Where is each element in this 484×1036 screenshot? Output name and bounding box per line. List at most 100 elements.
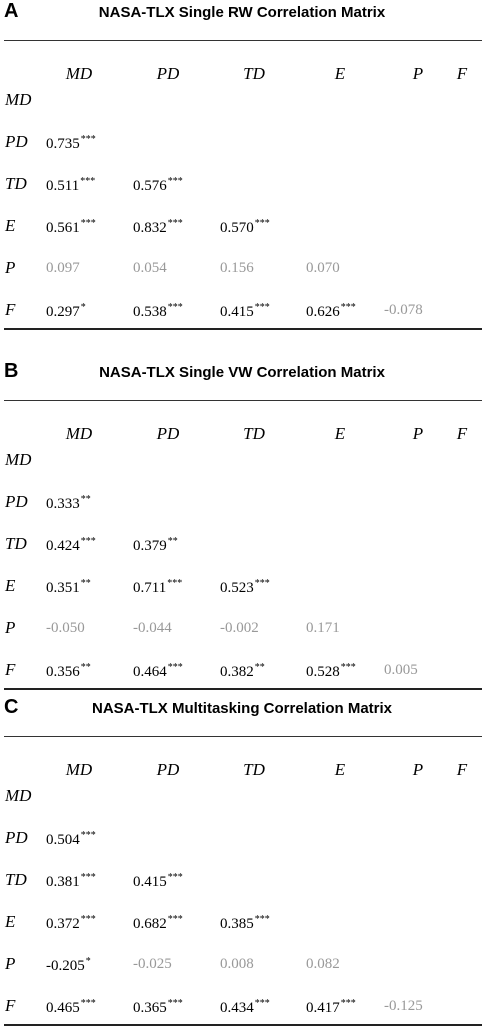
- cell-value: 0.434: [220, 1000, 254, 1016]
- cell-value: -0.044: [133, 620, 172, 636]
- significance-stars: *: [85, 956, 91, 967]
- correlation-cell: 0.465***: [46, 998, 96, 1017]
- correlation-cell: 0.682***: [133, 914, 183, 933]
- panel-letter: B: [4, 360, 19, 382]
- significance-stars: ***: [167, 872, 183, 883]
- cell-value: 0.528: [306, 664, 340, 680]
- cell-value: 0.417: [306, 1000, 340, 1016]
- row-header: F: [5, 660, 16, 679]
- row-header: MD: [5, 90, 32, 109]
- column-header: TD: [243, 64, 265, 83]
- cell-value: 0.464: [133, 664, 167, 680]
- table-bottom-rule: [4, 328, 482, 330]
- column-header: P: [412, 64, 424, 83]
- correlation-cell: 0.576***: [133, 176, 183, 195]
- row-header: TD: [5, 870, 27, 889]
- cell-value: 0.070: [306, 260, 340, 276]
- cell-value: 0.415: [133, 874, 167, 890]
- correlation-cell: 0.415***: [133, 872, 183, 891]
- significance-stars: ***: [80, 536, 96, 547]
- correlation-cell: 0.297*: [46, 302, 86, 321]
- correlation-cell: 0.434***: [220, 998, 270, 1017]
- significance-stars: ***: [167, 578, 183, 589]
- significance-stars: ***: [254, 998, 270, 1009]
- correlation-cell: 0.626***: [306, 302, 356, 321]
- cell-value: 0.333: [46, 496, 80, 512]
- correlation-cell: 0.735***: [46, 134, 96, 153]
- significance-stars: *: [80, 302, 86, 313]
- row-header: TD: [5, 174, 27, 193]
- cell-value: 0.415: [220, 304, 254, 320]
- significance-stars: ***: [254, 218, 270, 229]
- significance-stars: ***: [167, 176, 183, 187]
- cell-value: 0.711: [133, 580, 167, 596]
- cell-value: 0.351: [46, 580, 80, 596]
- cell-value: -0.025: [133, 956, 172, 972]
- panel-letter: A: [4, 0, 19, 22]
- row-header: E: [5, 576, 16, 595]
- significance-stars: ***: [80, 872, 96, 883]
- significance-stars: ***: [80, 998, 96, 1009]
- cell-value: 0.381: [46, 874, 80, 890]
- significance-stars: ***: [80, 134, 96, 145]
- cell-value: 0.097: [46, 260, 80, 276]
- correlation-cell: -0.050: [46, 620, 85, 637]
- cell-value: 0.538: [133, 304, 167, 320]
- cell-value: 0.576: [133, 178, 167, 194]
- cell-value: -0.078: [384, 302, 423, 318]
- correlation-cell: 0.005: [384, 662, 418, 679]
- cell-value: -0.205: [46, 958, 85, 974]
- row-header: F: [5, 300, 16, 319]
- row-header: PD: [5, 492, 28, 511]
- significance-stars: ***: [167, 662, 183, 673]
- correlation-cell: 0.070: [306, 260, 340, 277]
- row-header: E: [5, 216, 16, 235]
- significance-stars: ***: [167, 914, 183, 925]
- panel-title: NASA-TLX Single VW Correlation Matrix: [99, 364, 385, 381]
- column-header: E: [334, 760, 346, 779]
- cell-value: -0.125: [384, 998, 423, 1014]
- row-header: TD: [5, 534, 27, 553]
- column-header: PD: [156, 64, 180, 83]
- row-header: MD: [5, 786, 32, 805]
- correlation-cell: 0.528***: [306, 662, 356, 681]
- correlation-cell: 0.538***: [133, 302, 183, 321]
- correlation-cell: -0.044: [133, 620, 172, 637]
- significance-stars: **: [167, 536, 178, 547]
- cell-value: 0.382: [220, 664, 254, 680]
- row-header: P: [5, 954, 16, 973]
- cell-value: 0.156: [220, 260, 254, 276]
- correlation-cell: 0.417***: [306, 998, 356, 1017]
- cell-value: 0.385: [220, 916, 254, 932]
- column-header: E: [334, 64, 346, 83]
- correlation-cell: 0.379**: [133, 536, 178, 555]
- correlation-cell: 0.570***: [220, 218, 270, 237]
- table-top-rule: [4, 400, 482, 401]
- correlation-cell: 0.511***: [46, 176, 95, 195]
- panel-title: NASA-TLX Multitasking Correlation Matrix: [91, 700, 393, 717]
- correlation-cell: 0.523***: [220, 578, 270, 597]
- correlation-cell: -0.125: [384, 998, 423, 1015]
- significance-stars: ***: [340, 302, 356, 313]
- cell-value: 0.356: [46, 664, 80, 680]
- correlation-cell: 0.385***: [220, 914, 270, 933]
- significance-stars: ***: [80, 176, 96, 187]
- cell-value: 0.561: [46, 220, 80, 236]
- significance-stars: ***: [167, 302, 183, 313]
- table-top-rule: [4, 736, 482, 737]
- row-header: F: [5, 996, 16, 1015]
- correlation-cell: 0.333**: [46, 494, 91, 513]
- matrix-panel: B NASA-TLX Single VW Correlation Matrix MD…: [0, 360, 484, 700]
- cell-value: 0.297: [46, 304, 80, 320]
- column-header: P: [412, 424, 424, 443]
- table-bottom-rule: [4, 1024, 482, 1026]
- panel-letter: C: [4, 696, 19, 718]
- significance-stars: ***: [80, 914, 96, 925]
- correlation-cell: 0.464***: [133, 662, 183, 681]
- correlation-cell: -0.205*: [46, 956, 91, 975]
- matrix-panel: A NASA-TLX Single RW Correlation Matrix MD…: [0, 0, 484, 340]
- correlation-cell: 0.711***: [133, 578, 182, 597]
- row-header: P: [5, 258, 16, 277]
- correlation-cell: 0.008: [220, 956, 254, 973]
- cell-value: 0.626: [306, 304, 340, 320]
